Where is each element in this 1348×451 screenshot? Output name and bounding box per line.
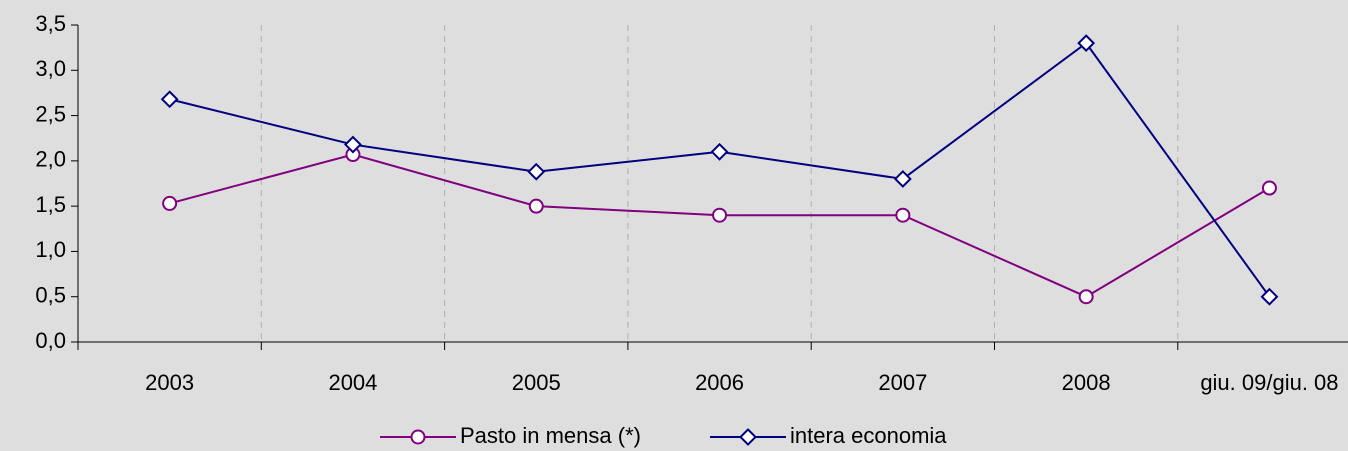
y-tick-label: 3,5 — [35, 11, 66, 36]
x-tick-label: giu. 09/giu. 08 — [1200, 370, 1339, 395]
point — [1261, 180, 1277, 196]
y-tick-label: 1,5 — [35, 192, 66, 217]
point — [1077, 34, 1096, 53]
x-tick-label: 2008 — [1061, 370, 1111, 395]
point — [162, 195, 178, 211]
x-tick-label: 2005 — [511, 370, 561, 395]
point — [344, 135, 362, 154]
point — [710, 142, 729, 161]
legend-label: Pasto in mensa (*) — [460, 423, 641, 448]
series-line — [169, 153, 1270, 298]
y-tick-label: 2,0 — [35, 147, 66, 172]
series-line — [169, 41, 1271, 298]
point — [410, 429, 426, 445]
point — [1078, 289, 1094, 305]
point — [528, 198, 544, 214]
point — [160, 90, 179, 109]
point — [712, 207, 728, 223]
y-tick-label: 0,0 — [35, 328, 66, 353]
y-tick-label: 2,5 — [35, 101, 66, 126]
x-tick-label: 2003 — [145, 370, 195, 395]
y-tick-label: 0,5 — [35, 283, 66, 308]
x-tick-label: 2006 — [695, 370, 745, 395]
y-tick-label: 3,0 — [35, 56, 66, 81]
point — [893, 170, 912, 188]
x-tick-label: 2004 — [328, 370, 378, 395]
legend-label: intera economia — [790, 423, 947, 448]
y-tick-label: 1,0 — [35, 237, 66, 262]
point — [739, 428, 757, 446]
point — [895, 207, 911, 223]
x-tick-label: 2007 — [878, 370, 928, 395]
point — [1260, 287, 1279, 306]
point — [527, 162, 546, 181]
